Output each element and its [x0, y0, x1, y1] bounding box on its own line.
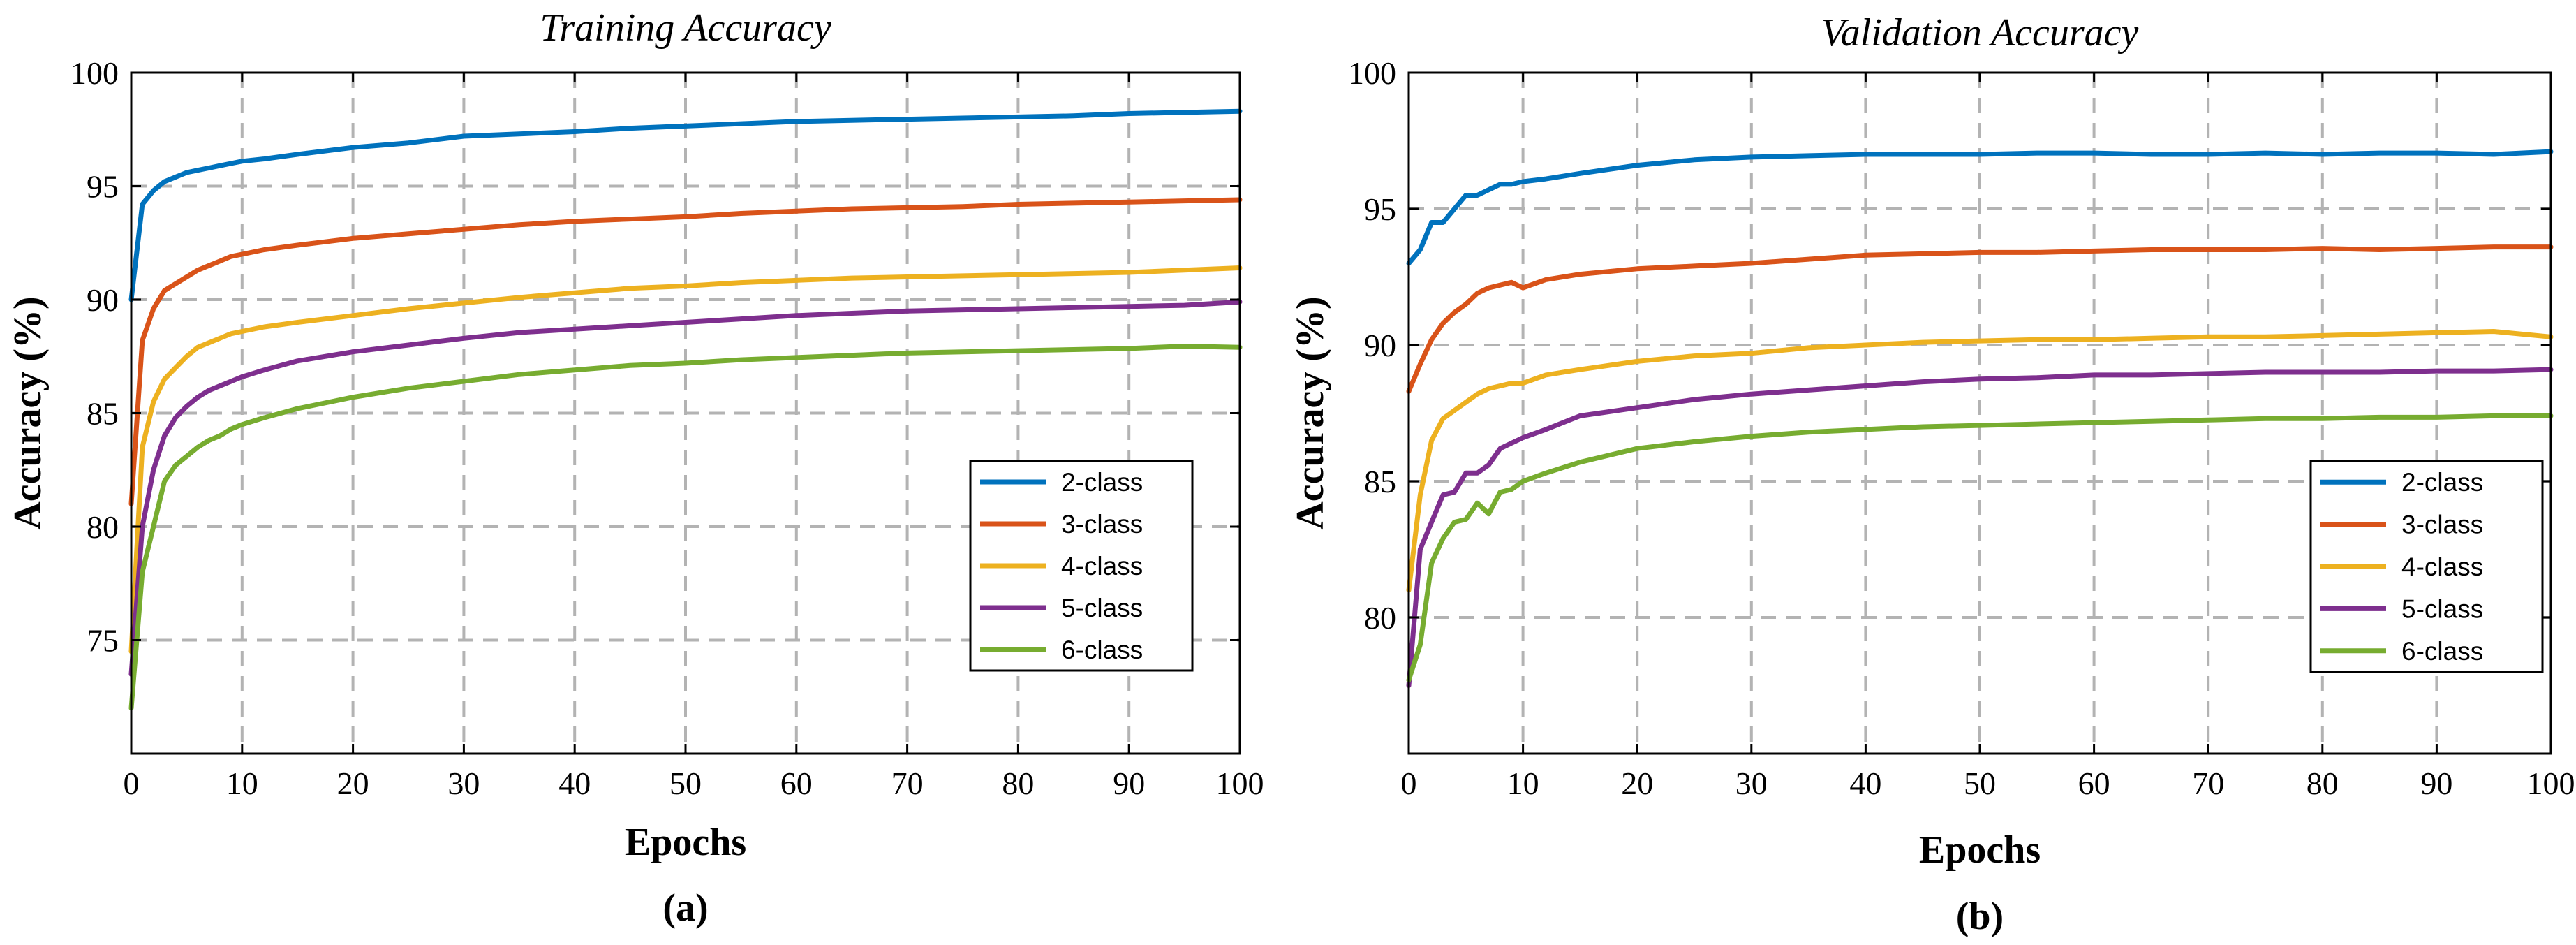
panel-label: (a) [662, 886, 708, 930]
series-line-6-class [128, 344, 1243, 711]
x-tick-label: 50 [1964, 765, 1996, 801]
legend-entry: 6-class [1061, 636, 1143, 664]
y-tick-label: 90 [1364, 328, 1396, 363]
x-tick-label: 90 [1113, 765, 1145, 801]
y-tick-label: 85 [1364, 464, 1396, 499]
series-line-5-class [128, 299, 1243, 677]
y-tick-label: 95 [87, 169, 119, 205]
x-tick-label: 30 [447, 765, 480, 801]
legend-entry: 6-class [2401, 637, 2483, 666]
x-tick-label: 10 [226, 765, 258, 801]
y-tick-label: 85 [87, 396, 119, 432]
x-tick-label: 40 [1849, 765, 1881, 801]
y-tick-label: 75 [87, 623, 119, 659]
series-line-3-class [128, 197, 1243, 506]
x-tick-label: 20 [337, 765, 369, 801]
y-tick-label: 95 [1364, 191, 1396, 227]
y-tick-label: 80 [87, 509, 119, 545]
y-tick-label: 80 [1364, 600, 1396, 636]
legend-entry: 4-class [1061, 552, 1143, 580]
x-tick-label: 70 [2192, 765, 2224, 801]
validation-chart: 0 10 20 30 40 50 60 70 80 90 100 80 85 90 95 100 Validat… [1289, 11, 2575, 938]
x-tick-label: 80 [2307, 765, 2339, 801]
legend-entry: 5-class [1061, 594, 1143, 622]
y-tick-label: 100 [1348, 55, 1396, 91]
series-line-2-class [1406, 149, 2554, 266]
legend: 2-class 3-class 4-class 5-class 6-class [969, 460, 1194, 672]
legend-entry: 3-class [2401, 511, 2483, 539]
series-line-4-class [1406, 329, 2554, 593]
x-tick-label: 70 [891, 765, 924, 801]
legend-entry: 2-class [2401, 468, 2483, 497]
chart-title: Training Accuracy [540, 6, 831, 50]
legend-entry: 3-class [1061, 510, 1143, 539]
x-tick-label: 100 [1216, 765, 1264, 801]
series-line-3-class [1406, 244, 2554, 394]
x-tick-label: 80 [1002, 765, 1034, 801]
series-line-6-class [1406, 413, 2554, 683]
x-tick-label: 20 [1621, 765, 1653, 801]
x-axis-label: Epochs [1919, 828, 2041, 872]
x-tick-label: 90 [2420, 765, 2452, 801]
x-tick-label: 0 [1401, 765, 1417, 801]
training-chart: 0 10 20 30 40 50 60 70 80 90 100 75 80 85 90 95 100 Train… [6, 6, 1264, 930]
x-tick-label: 0 [124, 765, 140, 801]
legend-entry: 2-class [1061, 468, 1143, 497]
series-line-5-class [1406, 367, 2554, 688]
y-tick-label: 100 [71, 55, 119, 91]
x-tick-label: 60 [2078, 765, 2110, 801]
x-tick-label: 40 [558, 765, 591, 801]
x-tick-label: 100 [2527, 765, 2575, 801]
legend-entry: 5-class [2401, 594, 2483, 623]
x-tick-label: 10 [1507, 765, 1539, 801]
y-tick-label: 90 [87, 282, 119, 318]
y-axis-label: Accuracy (%) [1289, 296, 1332, 529]
series-line-2-class [128, 108, 1243, 302]
legend-entry: 4-class [2401, 552, 2483, 581]
x-tick-label: 60 [780, 765, 813, 801]
x-tick-label: 30 [1735, 765, 1768, 801]
legend: 2-class 3-class 4-class 5-class 6-class [2309, 460, 2544, 673]
panel-label: (b) [1956, 895, 2004, 938]
series-line-4-class [128, 265, 1243, 654]
y-axis-label: Accuracy (%) [6, 296, 50, 529]
x-tick-label: 50 [669, 765, 702, 801]
x-axis-label: Epochs [625, 821, 746, 864]
chart-title: Validation Accuracy [1821, 11, 2139, 54]
